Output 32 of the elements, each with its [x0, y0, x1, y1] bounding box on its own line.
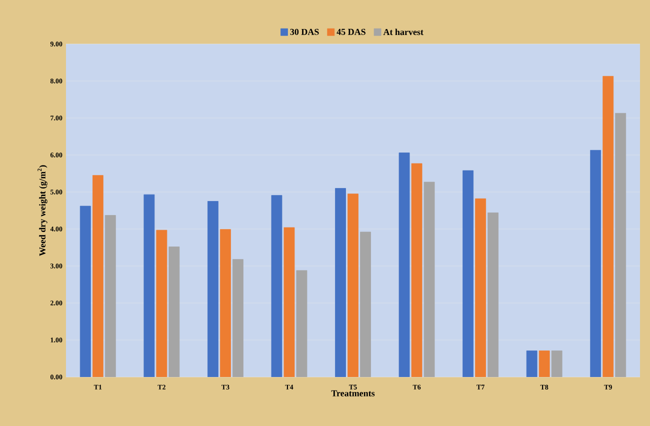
bar — [411, 163, 422, 377]
bar — [232, 259, 244, 377]
bar — [475, 198, 486, 377]
legend-label: 30 DAS — [290, 28, 319, 35]
bar — [615, 112, 626, 377]
x-axis-title: Treatments — [331, 390, 375, 396]
bar — [156, 230, 168, 377]
bar — [360, 232, 371, 377]
bar — [462, 170, 474, 377]
bar — [348, 194, 358, 377]
bar — [168, 246, 180, 377]
bar — [526, 350, 538, 377]
bar — [144, 194, 155, 377]
bar — [271, 195, 282, 377]
bar — [398, 152, 410, 377]
bar — [602, 76, 614, 377]
y-axis-title: Weed dry weight (g/m$^{2}$) — [38, 165, 48, 256]
bar — [92, 175, 104, 377]
bar — [335, 188, 346, 377]
bar — [207, 201, 218, 377]
bar — [220, 229, 231, 377]
bar — [590, 150, 602, 377]
bar — [488, 212, 499, 377]
bar — [104, 215, 116, 377]
bar — [296, 270, 308, 377]
legend-label: At harvest — [383, 28, 424, 36]
bar — [538, 350, 550, 377]
bar — [284, 227, 295, 377]
legend-label: 45 DAS — [336, 28, 366, 35]
bar — [424, 182, 435, 377]
bar — [551, 350, 562, 377]
bar — [80, 206, 91, 377]
